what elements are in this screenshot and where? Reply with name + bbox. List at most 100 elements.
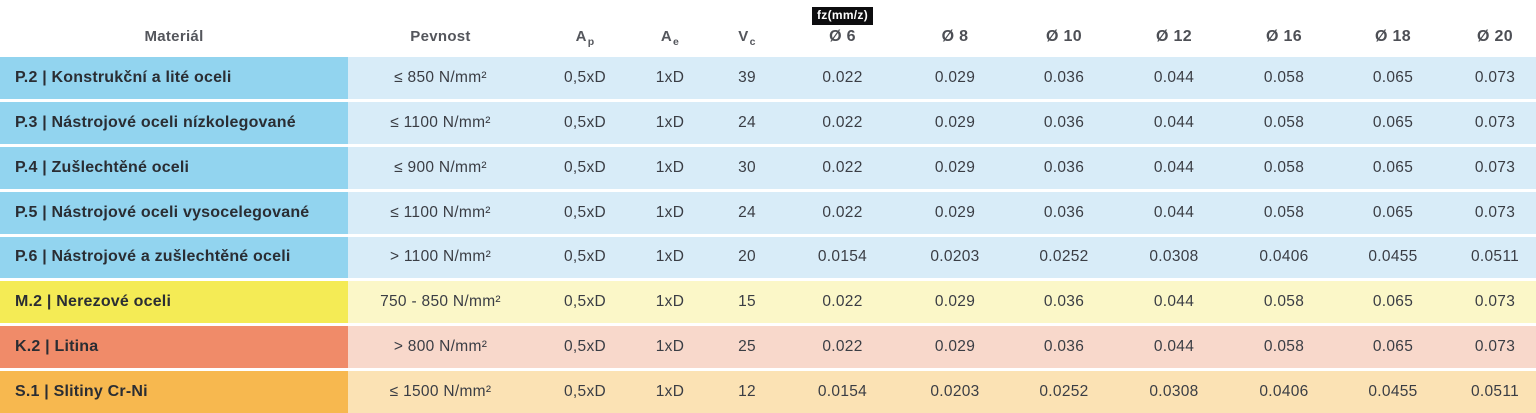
fz-value: 0.0406 [1259,248,1309,266]
fz-value: 0.044 [1153,203,1195,221]
fz-value: 0.073 [1474,113,1516,131]
fz-value: 0.058 [1263,338,1305,356]
fz-value: 0.029 [934,338,976,356]
fz-value: 0.0455 [1368,383,1418,401]
material-label: P.4 | Zušlechtěné oceli [15,158,190,176]
fz-cell-d8: 0.029 [894,192,1016,234]
ae-value: 1xD [655,383,685,401]
strength-cell: ≤ 900 N/mm² [348,147,533,189]
ap-value: 0,5xD [564,248,606,266]
strength-value: ≤ 900 N/mm² [394,158,487,176]
vc-cell: 24 [703,192,791,234]
header-diameter-10: Ø 10 [1046,27,1082,45]
fz-value: 0.065 [1372,293,1414,311]
fz-cell-d18: 0.065 [1332,57,1454,99]
fz-value: 0.065 [1372,203,1414,221]
fz-value: 0.0154 [817,383,868,401]
ae-value: 1xD [655,158,685,176]
material-label: P.3 | Nástrojové oceli nízkolegované [15,113,296,131]
fz-cell-d16: 0.058 [1236,192,1332,234]
strength-cell: ≤ 1100 N/mm² [348,102,533,144]
ae-cell: 1xD [637,237,703,279]
fz-cell-d6: 0.022 [791,147,894,189]
fz-value: 0.029 [934,293,976,311]
fz-value: 0.0455 [1368,248,1418,266]
fz-value: 0.036 [1043,158,1085,176]
fz-cell-d16: 0.058 [1236,147,1332,189]
fz-cell-d18: 0.065 [1332,192,1454,234]
table-row: P.6 | Nástrojové a zušlechtěné oceli > 1… [0,236,1536,279]
material-cell: S.1 | Slitiny Cr-Ni [0,371,348,413]
fz-cell-d8: 0.029 [894,57,1016,99]
ap-cell: 0,5xD [533,237,637,279]
fz-value: 0.073 [1474,158,1516,176]
ae-cell: 1xD [637,281,703,323]
fz-value: 0.036 [1043,293,1085,311]
fz-cell-d12: 0.0308 [1112,237,1236,279]
fz-value: 0.065 [1372,338,1414,356]
vc-value: 39 [738,68,756,86]
fz-value: 0.073 [1474,293,1516,311]
material-label: P.6 | Nástrojové a zušlechtěné oceli [15,248,291,266]
header-diameter-12: Ø 12 [1156,27,1192,45]
fz-cell-d10: 0.036 [1016,147,1112,189]
fz-cell-d6: 0.022 [791,192,894,234]
fz-value: 0.022 [822,68,863,86]
material-cell: P.6 | Nástrojové a zušlechtěné oceli [0,236,348,279]
fz-cell-d10: 0.0252 [1016,237,1112,279]
fz-value: 0.073 [1474,68,1516,86]
material-cell: P.2 | Konstrukční a lité oceli [0,57,348,99]
table-row: S.1 | Slitiny Cr-Ni ≤ 1500 N/mm² 0,5xD 1… [0,371,1536,413]
table-row: P.5 | Nástrojové oceli vysocelegované ≤ … [0,191,1536,234]
fz-value: 0.0252 [1039,248,1089,266]
strength-value: > 800 N/mm² [393,338,488,356]
fz-cell-d20: 0.073 [1454,102,1536,144]
strength-value: > 1100 N/mm² [389,248,492,266]
ap-cell: 0,5xD [533,371,637,413]
table-row: P.3 | Nástrojové oceli nízkolegované ≤ 1… [0,101,1536,144]
header-ae-sub: e [673,35,680,48]
ap-cell: 0,5xD [533,102,637,144]
fz-value: 0.0511 [1470,383,1520,401]
header-vc-sub: c [749,35,756,48]
fz-cell-d20: 0.0511 [1454,371,1536,413]
fz-cell-d20: 0.0511 [1454,237,1536,279]
fz-value: 0.022 [822,338,863,356]
fz-cell-d18: 0.0455 [1332,371,1454,413]
ap-value: 0,5xD [564,113,606,131]
ap-cell: 0,5xD [533,281,637,323]
material-cell: P.5 | Nástrojové oceli vysocelegované [0,191,348,234]
fz-cell-d20: 0.073 [1454,326,1536,368]
fz-cell-d18: 0.065 [1332,326,1454,368]
fz-value: 0.036 [1043,113,1085,131]
vc-value: 24 [738,113,756,131]
fz-cell-d16: 0.058 [1236,326,1332,368]
fz-value: 0.058 [1263,68,1305,86]
fz-value: 0.0308 [1149,383,1199,401]
fz-value: 0.058 [1263,158,1305,176]
fz-value: 0.036 [1043,338,1085,356]
fz-value: 0.029 [934,203,976,221]
fz-value: 0.044 [1153,338,1195,356]
ap-value: 0,5xD [564,203,606,221]
fz-cell-d16: 0.0406 [1236,237,1332,279]
strength-cell: > 800 N/mm² [348,326,533,368]
ae-value: 1xD [655,203,685,221]
material-label: K.2 | Litina [15,338,99,356]
fz-value: 0.022 [822,293,863,311]
strength-cell: ≤ 1500 N/mm² [348,371,533,413]
strength-value: ≤ 850 N/mm² [394,68,487,86]
fz-cell-d20: 0.073 [1454,281,1536,323]
fz-value: 0.065 [1372,68,1414,86]
vc-cell: 30 [703,147,791,189]
fz-cell-d6: 0.022 [791,57,894,99]
ap-value: 0,5xD [564,338,606,356]
fz-cell-d12: 0.044 [1112,192,1236,234]
ap-cell: 0,5xD [533,147,637,189]
fz-value: 0.0252 [1039,383,1089,401]
table-row: P.2 | Konstrukční a lité oceli ≤ 850 N/m… [0,57,1536,99]
fz-cell-d10: 0.036 [1016,102,1112,144]
fz-value: 0.058 [1263,203,1305,221]
